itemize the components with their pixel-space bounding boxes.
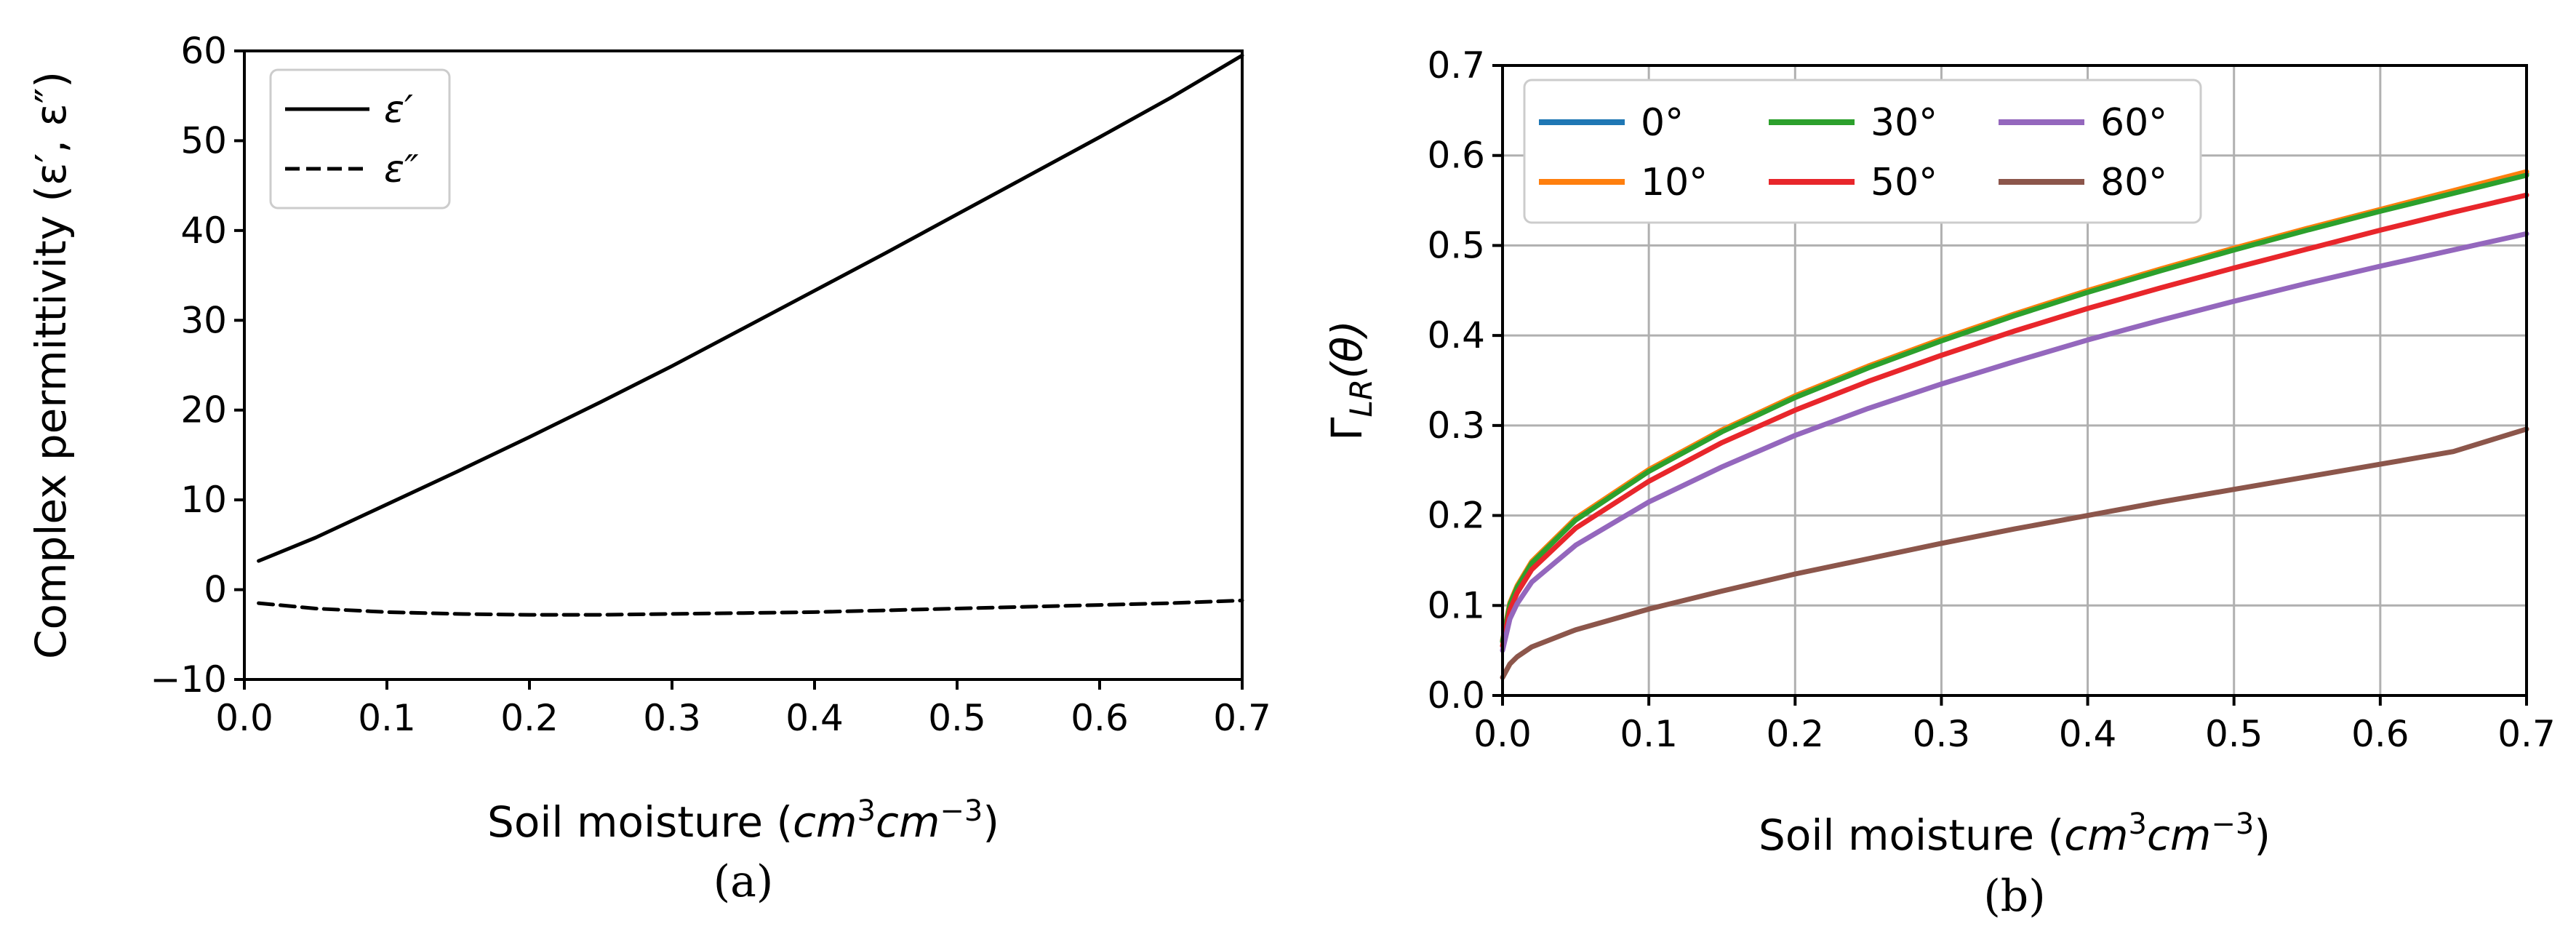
series-line-a-0 xyxy=(257,53,1244,563)
xlabel-a-prefix: Soil moisture ( xyxy=(487,797,793,847)
panel-a-xticks: 0.0 0.1 0.2 0.3 0.4 0.5 0.6 0.7 xyxy=(215,679,1271,739)
y-tick-label: 0.3 xyxy=(1427,404,1485,447)
x-tick-label: 0.5 xyxy=(928,697,986,739)
y-tick-label: 10 xyxy=(180,479,227,521)
y-tick-label: 0 xyxy=(204,569,227,611)
xlabel-b-prefix: Soil moisture ( xyxy=(1759,810,2064,860)
y-tick-label: 0.2 xyxy=(1427,495,1485,537)
x-tick-label: 0.2 xyxy=(1767,713,1825,755)
y-tick-label: 40 xyxy=(180,210,227,252)
xlabel-a-unit-2: cm xyxy=(876,797,940,847)
xlabel-a-exp-2: −3 xyxy=(940,794,983,828)
y-tick-label: 0.4 xyxy=(1427,314,1485,356)
y-tick-label: 0.7 xyxy=(1427,44,1485,87)
ylabel-b-main: Γ xyxy=(1322,418,1372,441)
series-line-b-2 xyxy=(1500,172,2529,645)
panel-a-xlabel: Soil moisture (cm3cm−3) xyxy=(487,794,999,847)
panel-a-legend xyxy=(269,68,451,210)
x-tick-label: 0.2 xyxy=(500,697,559,739)
x-tick-label: 0.5 xyxy=(2205,713,2263,755)
panel-b: 0.0 0.1 0.2 0.3 0.4 0.5 0.6 0.7 0.0 0.1 0.2 0.3 0.4… xyxy=(1322,44,2556,922)
panel-a: 0.0 0.1 0.2 0.3 0.4 0.5 0.6 0.7 −10 0 10 20 30 40 50 6… xyxy=(26,30,1271,907)
x-tick-label: 0.7 xyxy=(1213,697,1271,739)
xlabel-b-unit-1: cm xyxy=(2064,810,2128,860)
panel-a-frame xyxy=(243,49,1244,681)
panel-b-xticks: 0.0 0.1 0.2 0.3 0.4 0.5 0.6 0.7 xyxy=(1473,695,2556,755)
x-tick-label: 0.1 xyxy=(1620,713,1678,755)
x-tick-label: 0.0 xyxy=(1473,713,1532,755)
y-tick-label: 20 xyxy=(180,389,227,431)
legend-b-label-0: 0° xyxy=(1641,101,1684,145)
series-line-b-3 xyxy=(1500,192,2529,649)
y-tick-label: 0.0 xyxy=(1427,674,1485,717)
ylabel-b-sub: LR xyxy=(1343,379,1379,418)
xlabel-b-exp-2: −3 xyxy=(2211,808,2254,841)
y-tick-label: 30 xyxy=(180,299,227,341)
x-tick-label: 0.3 xyxy=(1913,713,1971,755)
series-line-a-1 xyxy=(257,598,1244,617)
y-tick-label: 0.6 xyxy=(1427,135,1485,177)
panel-b-xlabel: Soil moisture (cm3cm−3) xyxy=(1759,808,2271,860)
panel-b-ylabel: ΓLR(θ) xyxy=(1322,320,1379,441)
y-tick-label: 0.5 xyxy=(1427,224,1485,266)
x-tick-label: 0.6 xyxy=(1071,697,1129,739)
panel-b-caption: (b) xyxy=(1983,871,2045,922)
legend-b-label-1: 10° xyxy=(1641,161,1708,204)
xlabel-b-suffix: ) xyxy=(2254,810,2271,860)
panel-a-series xyxy=(257,53,1244,617)
x-tick-label: 0.4 xyxy=(785,697,844,739)
panel-b-yticks: 0.0 0.1 0.2 0.3 0.4 0.5 0.6 0.7 xyxy=(1427,44,1503,717)
panel-b-series xyxy=(1500,169,2529,680)
series-line-b-1 xyxy=(1500,169,2529,643)
x-tick-label: 0.4 xyxy=(2059,713,2117,755)
y-tick-label: 60 xyxy=(180,30,227,72)
panel-b-legend xyxy=(1523,79,2202,224)
x-tick-label: 0.3 xyxy=(643,697,701,739)
legend-b-label-5: 80° xyxy=(2100,161,2167,204)
xlabel-b-exp-1: 3 xyxy=(2129,808,2147,841)
panel-a-yticks: −10 0 10 20 30 40 50 60 xyxy=(150,30,244,701)
x-tick-label: 0.1 xyxy=(358,697,416,739)
legend-a-label-eps-imag: ε″ xyxy=(384,148,419,191)
legend-b-label-3: 50° xyxy=(1871,161,1937,204)
ylabel-b-arg: (θ) xyxy=(1322,320,1372,379)
panel-a-caption: (a) xyxy=(713,856,774,907)
xlabel-a-exp-1: 3 xyxy=(857,794,876,828)
y-tick-label: −10 xyxy=(150,658,227,701)
x-tick-label: 0.7 xyxy=(2497,713,2556,755)
x-tick-label: 0.0 xyxy=(215,697,273,739)
legend-b-label-4: 60° xyxy=(2100,101,2167,145)
series-line-b-5 xyxy=(1500,426,2529,680)
y-tick-label: 50 xyxy=(180,119,227,162)
x-tick-label: 0.6 xyxy=(2351,713,2409,755)
panel-b-frame xyxy=(1501,64,2528,697)
y-tick-label: 0.1 xyxy=(1427,584,1485,626)
series-line-b-4 xyxy=(1500,231,2529,653)
xlabel-a-unit-1: cm xyxy=(793,797,857,847)
legend-b-label-2: 30° xyxy=(1871,101,1937,145)
panel-b-legend-items: 0° 10° 30° 50° 60° 80° xyxy=(1539,101,2167,204)
series-line-b-0 xyxy=(1500,171,2529,645)
xlabel-a-suffix: ) xyxy=(983,797,999,847)
panel-a-ylabel: Complex permittivity (ε′, ε″) xyxy=(26,71,76,659)
xlabel-b-unit-2: cm xyxy=(2147,810,2211,860)
legend-a-label-eps-real: ε′ xyxy=(384,88,413,132)
